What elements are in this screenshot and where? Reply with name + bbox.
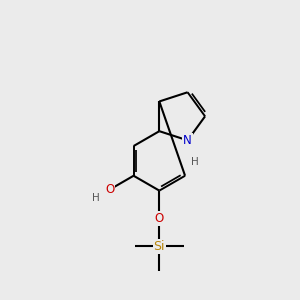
Text: N: N	[183, 134, 192, 147]
Text: H: H	[92, 193, 100, 202]
Text: O: O	[105, 183, 115, 196]
Text: Si: Si	[154, 240, 165, 253]
Text: O: O	[155, 212, 164, 225]
Text: H: H	[190, 157, 198, 166]
